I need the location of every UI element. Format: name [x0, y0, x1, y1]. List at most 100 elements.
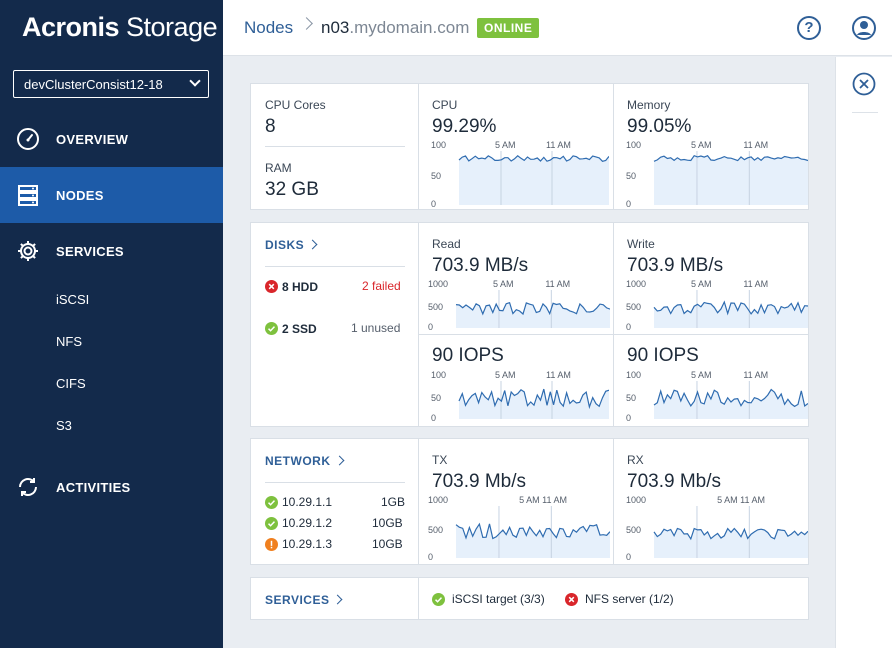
server-icon: [18, 185, 38, 206]
y-tick-label: 100: [431, 371, 446, 380]
check-icon: [432, 593, 445, 606]
chart-line: [653, 388, 808, 408]
y-tick-label: 0: [626, 199, 631, 209]
chart-area: [456, 523, 610, 558]
check-icon: [265, 517, 278, 530]
ssd-count: 2 SSD: [282, 322, 317, 336]
y-tick-label: 500: [428, 302, 443, 312]
y-tick-label: 500: [428, 525, 443, 535]
nav-services-label: SERVICES: [56, 244, 124, 259]
chart-area: [459, 155, 609, 205]
y-tick-label: 100: [431, 141, 446, 150]
summary-card: CPU Cores 8 RAM 32 GB CPU 99.29% 100 50 0 5…: [250, 83, 809, 210]
chart-area: [459, 389, 609, 419]
memory-label: Memory: [627, 98, 671, 112]
read-chart: 1000 500 0 5 AM 11 AM: [428, 280, 610, 332]
cpu-chart: 100 50 0 5 AM 11 AM: [431, 141, 609, 209]
tx-label: TX: [432, 453, 448, 467]
close-icon[interactable]: [852, 72, 876, 96]
write-chart: 1000 500 0 5 AM 11 AM: [626, 280, 808, 332]
y-tick-label: 0: [626, 413, 631, 423]
x-tick-label: 11 AM: [743, 371, 768, 380]
brand-logo: Acronis Storage: [22, 12, 218, 42]
rx-label: RX: [627, 453, 644, 467]
divider: [418, 223, 419, 426]
breadcrumb-nodes-link[interactable]: Nodes: [244, 18, 294, 37]
nav-activities[interactable]: ACTIVITIES: [0, 459, 223, 515]
cpu-cores-value: 8: [265, 116, 276, 137]
y-tick-label: 1000: [626, 496, 646, 505]
disks-link[interactable]: DISKS: [265, 238, 318, 252]
status-badge: ONLINE: [477, 18, 540, 38]
cpu-label: CPU: [432, 98, 458, 112]
ram-label: RAM: [265, 161, 292, 175]
divider: [418, 439, 419, 564]
memory-chart: 100 50 0 5 AM 11 AM: [626, 141, 808, 209]
error-icon: [265, 280, 278, 293]
nav-overview-label: OVERVIEW: [56, 132, 129, 147]
network-card: NETWORK 10.29.1.1 1GB 10.29.1.2 10GB 10.…: [250, 438, 809, 565]
services-link[interactable]: SERVICES: [265, 593, 343, 607]
x-tick-label: 5 AM: [691, 280, 712, 289]
chevron-right-icon: [333, 594, 343, 605]
cpu-cores-label: CPU Cores: [265, 98, 326, 112]
user-icon[interactable]: [852, 16, 876, 40]
nav-services[interactable]: SERVICES: [0, 223, 223, 279]
error-icon: [565, 593, 578, 606]
chart-area: [654, 155, 808, 205]
divider: [613, 223, 614, 426]
divider: [265, 482, 405, 483]
nav-sub-cifs[interactable]: CIFS: [56, 376, 86, 391]
write-value: 703.9 MB/s: [627, 255, 724, 276]
chart-area: [654, 389, 808, 419]
help-button[interactable]: ?: [797, 16, 821, 40]
network-link[interactable]: NETWORK: [265, 454, 344, 468]
nav-sub-s3[interactable]: S3: [56, 418, 72, 433]
divider: [418, 84, 419, 209]
check-icon: [265, 496, 278, 509]
breadcrumb-node-name: n03.mydomain.com: [321, 18, 470, 37]
nav-sub-nfs[interactable]: NFS: [56, 334, 82, 349]
chevron-right-icon: [334, 455, 344, 466]
x-tick-label: 11 AM: [545, 280, 570, 289]
chart-line: [455, 301, 610, 316]
x-tick-label: 5 AM 11 AM: [519, 496, 567, 505]
read-value: 703.9 MB/s: [432, 255, 529, 276]
refresh-icon: [19, 478, 37, 496]
nav-nodes-label: NODES: [56, 188, 104, 203]
x-tick-label: 5 AM: [493, 280, 514, 289]
write-label: Write: [627, 237, 655, 251]
header-bar: Nodes n03.mydomain.com ONLINE ?: [223, 0, 892, 56]
y-tick-label: 50: [431, 393, 441, 403]
divider: [852, 112, 878, 113]
read-iops-chart: 100 50 0 5 AM 11 AM: [431, 371, 609, 423]
service-nfs-server[interactable]: NFS server (1/2): [585, 592, 674, 606]
sidebar: Acronis Storage devClusterConsist12-18 O…: [0, 0, 223, 648]
x-tick-label: 5 AM: [691, 371, 712, 380]
x-tick-label: 5 AM: [495, 371, 516, 380]
x-tick-label: 11 AM: [546, 371, 571, 380]
ssd-status: 1 unused: [351, 321, 401, 335]
service-iscsi-target[interactable]: iSCSI target (3/3): [452, 592, 545, 606]
disks-card: DISKS 8 HDD 2 failed 2 SSD 1 unused Read…: [250, 222, 809, 427]
memory-value: 99.05%: [627, 116, 692, 137]
write-iops-value: 90 IOPS: [627, 345, 699, 366]
services-card: SERVICES iSCSI target (3/3) NFS server (…: [250, 577, 809, 620]
tx-chart: 1000 500 0 5 AM 11 AM: [428, 496, 610, 562]
y-tick-label: 1000: [428, 280, 448, 289]
y-tick-label: 500: [626, 525, 641, 535]
nav-nodes[interactable]: NODES: [0, 167, 223, 223]
interface-ip: 10.29.1.1: [282, 495, 333, 509]
y-tick-label: 500: [626, 302, 641, 312]
interface-speed: 10GB: [372, 537, 403, 551]
y-tick-label: 0: [428, 322, 433, 332]
x-tick-label: 11 AM: [546, 141, 571, 150]
nav-sub-iscsi[interactable]: iSCSI: [56, 292, 90, 307]
cluster-select[interactable]: devClusterConsist12-18: [13, 70, 209, 98]
nav-overview[interactable]: OVERVIEW: [0, 111, 223, 167]
cluster-select-value: devClusterConsist12-18: [24, 77, 163, 92]
x-tick-label: 5 AM: [495, 141, 516, 150]
cpu-value: 99.29%: [432, 116, 497, 137]
rx-value: 703.9 Mb/s: [627, 471, 721, 492]
y-tick-label: 1000: [428, 496, 448, 505]
